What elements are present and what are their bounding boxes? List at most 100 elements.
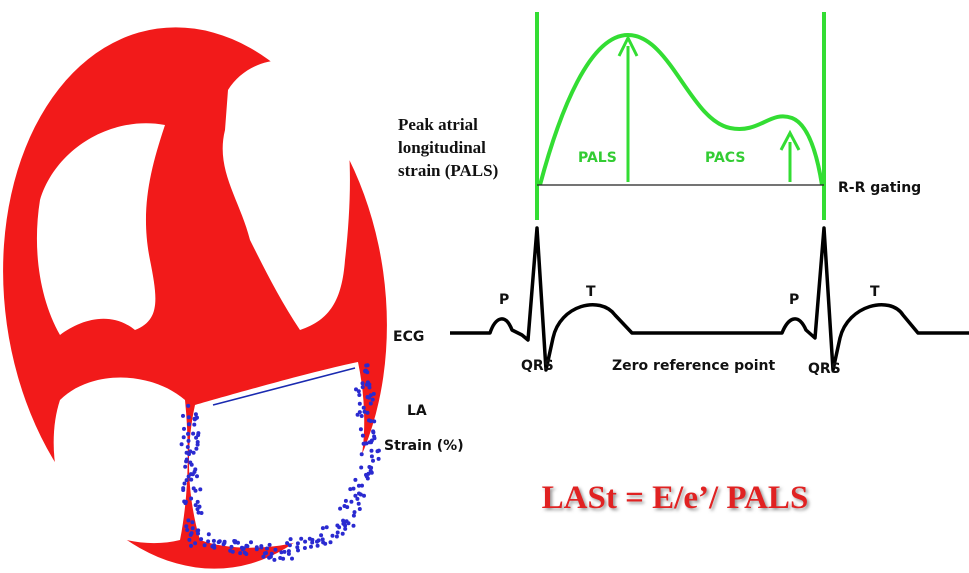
- label: Zero reference point: [612, 358, 775, 374]
- dot: [351, 486, 356, 491]
- dot: [186, 403, 191, 408]
- dot: [360, 381, 365, 386]
- dot: [186, 438, 191, 443]
- dot: [302, 546, 307, 550]
- dot: [196, 531, 200, 536]
- dot: [303, 539, 308, 544]
- heart: [3, 27, 387, 569]
- dot: [190, 472, 195, 477]
- dot: [181, 486, 186, 491]
- dot: [368, 468, 373, 473]
- dot: [372, 434, 377, 439]
- dot: [376, 456, 381, 461]
- dot: [184, 524, 189, 529]
- arrow-head: [779, 129, 801, 151]
- dot: [189, 477, 194, 482]
- dot: [198, 487, 203, 492]
- dot: [295, 541, 300, 546]
- dot: [296, 548, 300, 553]
- dot: [309, 544, 313, 549]
- left-ventricle: [222, 60, 350, 331]
- dot: [272, 557, 277, 562]
- dot: [193, 503, 198, 508]
- dot: [278, 556, 283, 560]
- dot: [363, 368, 368, 373]
- dot: [191, 431, 196, 436]
- dot: [351, 523, 356, 528]
- label: longitudinal: [398, 138, 486, 157]
- dot: [349, 499, 354, 504]
- dot: [264, 551, 269, 555]
- dot: [196, 510, 201, 515]
- dot: [182, 481, 187, 486]
- dot: [199, 537, 204, 542]
- dot: [236, 540, 240, 545]
- dot: [369, 448, 374, 453]
- dot: [367, 418, 371, 423]
- dot: [337, 525, 342, 530]
- dot: [328, 540, 333, 545]
- dot: [323, 541, 328, 546]
- dot: [356, 501, 361, 506]
- dot: [206, 532, 211, 537]
- dot: [364, 363, 369, 368]
- dot: [353, 477, 358, 482]
- dot: [360, 385, 365, 390]
- label: QRS: [808, 361, 841, 377]
- dot: [261, 554, 266, 559]
- label: Strain (%): [384, 438, 464, 454]
- strain-curve: [538, 32, 824, 186]
- dot: [364, 382, 369, 387]
- dot: [359, 465, 364, 470]
- dot: [202, 543, 207, 548]
- dot: [189, 496, 194, 501]
- dot: [265, 546, 269, 551]
- dot: [365, 476, 370, 481]
- dot: [244, 543, 249, 548]
- dot: [354, 387, 358, 392]
- dot: [285, 541, 290, 546]
- dot: [233, 540, 237, 545]
- arrow-head: [617, 34, 639, 57]
- dot: [367, 395, 371, 400]
- dot: [199, 511, 204, 515]
- dot: [364, 472, 368, 477]
- dot: [340, 531, 345, 536]
- dot: [342, 521, 347, 526]
- dot: [348, 487, 353, 492]
- dot: [358, 427, 363, 432]
- dot: [324, 525, 329, 530]
- dot: [338, 506, 343, 511]
- left-atrium: [188, 362, 365, 548]
- la-line: [212, 367, 356, 406]
- dot: [286, 551, 291, 556]
- dot: [190, 526, 195, 531]
- dot: [212, 543, 216, 548]
- dot: [343, 526, 348, 531]
- dot: [290, 556, 294, 561]
- dot: [351, 513, 356, 518]
- dot: [187, 537, 192, 542]
- dot: [222, 541, 227, 545]
- dot: [194, 435, 199, 440]
- dot: [186, 415, 191, 420]
- dot: [182, 426, 186, 431]
- dot: [191, 486, 196, 491]
- dot: [179, 442, 184, 447]
- dot: [369, 454, 374, 459]
- ecg-trace: [450, 226, 969, 372]
- dot: [254, 545, 259, 550]
- dot: [362, 493, 366, 498]
- label: ECG: [393, 329, 424, 345]
- dot: [287, 543, 292, 548]
- dot: [335, 530, 340, 535]
- dot: [334, 534, 339, 539]
- dot: [189, 543, 193, 548]
- dot: [355, 412, 360, 417]
- dot: [360, 483, 364, 488]
- dot: [315, 543, 320, 548]
- dot: [299, 536, 304, 541]
- dot: [365, 410, 370, 415]
- dot: [190, 520, 195, 525]
- dot: [376, 448, 381, 453]
